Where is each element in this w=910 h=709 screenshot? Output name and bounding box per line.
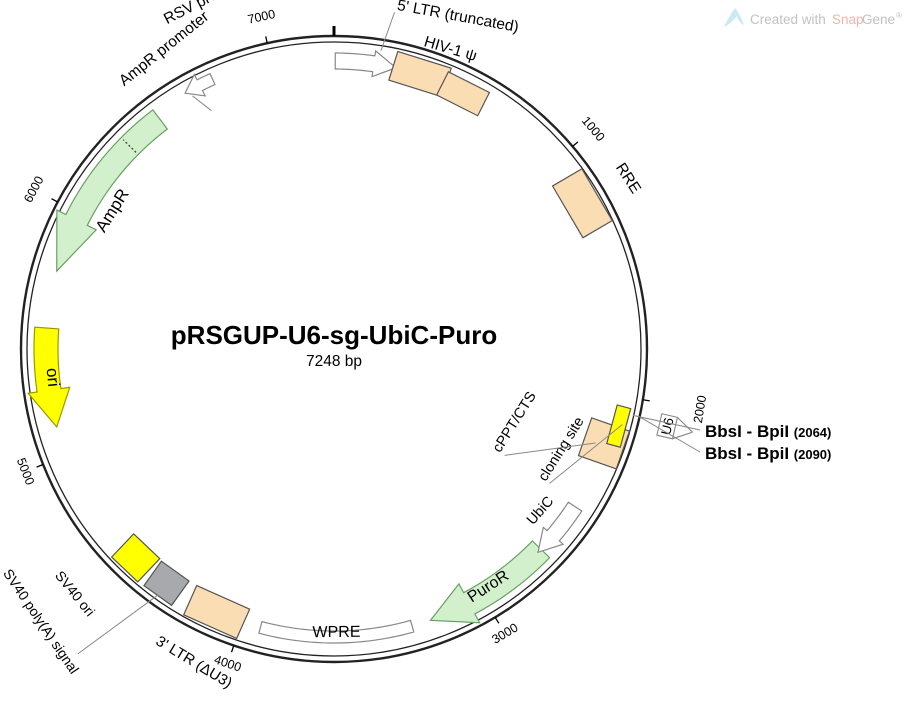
svg-text:pRSGUP-U6-sg-UbiC-Puro: pRSGUP-U6-sg-UbiC-Puro (171, 320, 497, 350)
svg-text:Created with: Created with (750, 12, 826, 27)
svg-text:WPRE: WPRE (312, 624, 360, 641)
svg-text:Snap: Snap (832, 12, 864, 27)
svg-text:BbsI - BpiI (2064): BbsI - BpiI (2064) (705, 422, 831, 441)
svg-text:BbsI - BpiI (2090): BbsI - BpiI (2090) (705, 444, 831, 463)
svg-text:7248 bp: 7248 bp (306, 353, 362, 370)
svg-text:®: ® (896, 11, 902, 20)
svg-text:Gene: Gene (862, 12, 895, 27)
svg-text:ori: ori (43, 367, 64, 388)
